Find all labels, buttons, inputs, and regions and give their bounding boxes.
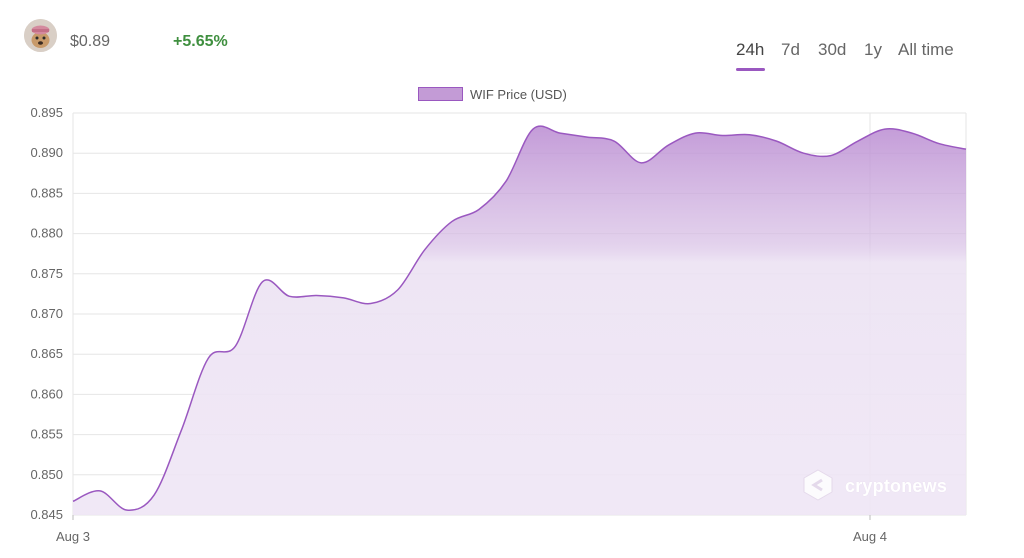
x-tick-label: Aug 4: [853, 529, 887, 544]
y-tick-label: 0.855: [30, 427, 63, 442]
x-tick-label: Aug 3: [56, 529, 90, 544]
y-tick-label: 0.845: [30, 507, 63, 522]
y-tick-label: 0.880: [30, 226, 63, 241]
legend-label: WIF Price (USD): [470, 87, 567, 102]
header-bar: $0.89 +5.65% 24h 7d 30d 1y All time: [0, 0, 1024, 80]
tab-24h[interactable]: 24h: [736, 40, 765, 59]
price-line: [72, 125, 967, 512]
cryptonews-logo-icon: [803, 469, 833, 501]
tab-1y[interactable]: 1y: [864, 40, 882, 59]
price-change-percent: +5.65%: [173, 33, 228, 50]
cryptonews-watermark: [800, 468, 836, 502]
current-price: $0.89: [70, 33, 111, 50]
y-tick-label: 0.885: [30, 185, 63, 200]
tab-all-time[interactable]: All time: [898, 40, 954, 59]
dogwifhat-avatar-icon: [24, 19, 57, 52]
y-tick-label: 0.890: [30, 145, 63, 160]
y-tick-label: 0.850: [30, 467, 63, 482]
time-range-tabs: 24h 7d 30d 1y All time: [0, 40, 1024, 71]
watermark-text: cryptonews: [845, 476, 948, 496]
chart-legend: WIF Price (USD): [0, 86, 1024, 104]
y-tick-label: 0.870: [30, 306, 63, 321]
tab-7d[interactable]: 7d: [781, 40, 800, 59]
price-area-fill: [73, 126, 966, 516]
y-tick-label: 0.895: [30, 105, 63, 120]
y-tick-label: 0.865: [30, 346, 63, 361]
active-tab-indicator: [736, 68, 765, 71]
y-tick-label: 0.860: [30, 386, 63, 401]
legend-swatch: [418, 87, 463, 101]
y-tick-label: 0.875: [30, 266, 63, 281]
tab-30d[interactable]: 30d: [818, 40, 847, 59]
